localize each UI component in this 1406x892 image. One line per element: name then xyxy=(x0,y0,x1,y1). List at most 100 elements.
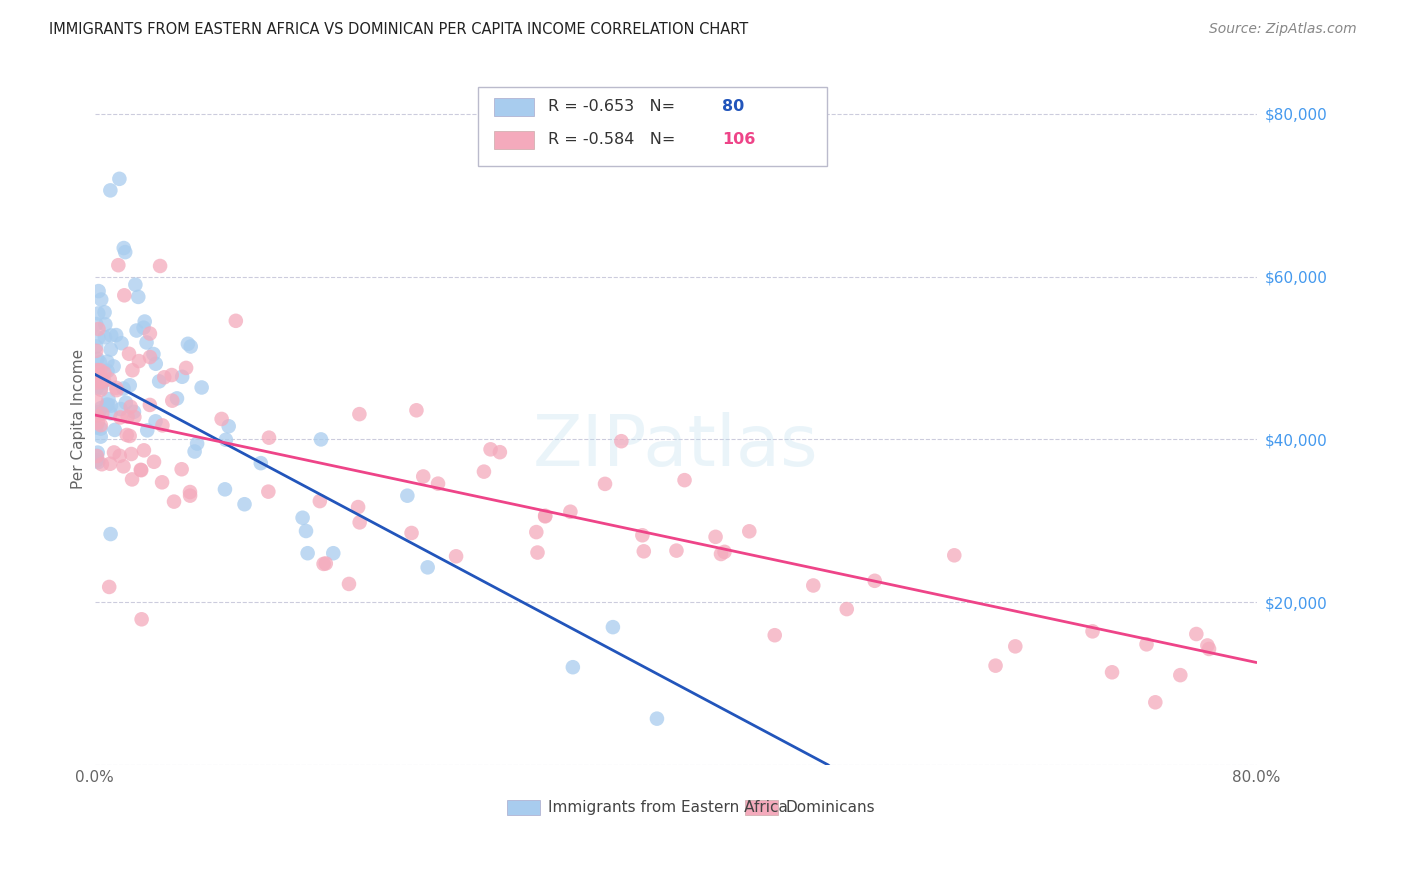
Point xyxy=(312,557,335,571)
Point xyxy=(108,449,131,463)
Point xyxy=(297,546,319,560)
Point xyxy=(1144,695,1167,709)
Point xyxy=(124,410,146,425)
Point xyxy=(100,328,122,343)
Text: Dominicans: Dominicans xyxy=(786,800,876,814)
Point xyxy=(117,409,139,424)
Point xyxy=(86,449,108,463)
FancyBboxPatch shape xyxy=(745,800,778,815)
Point xyxy=(534,509,557,524)
Point xyxy=(295,524,318,538)
Point xyxy=(308,494,330,508)
Point xyxy=(1081,624,1104,639)
Point xyxy=(84,317,107,331)
FancyBboxPatch shape xyxy=(495,98,534,116)
Point xyxy=(150,475,173,490)
Point xyxy=(211,412,233,426)
Point xyxy=(349,516,371,530)
Point xyxy=(87,405,110,419)
Point xyxy=(89,355,111,369)
Point xyxy=(416,560,439,574)
Point xyxy=(86,453,108,467)
Point xyxy=(103,359,125,374)
Point xyxy=(835,602,858,616)
Point xyxy=(763,628,786,642)
Point xyxy=(218,419,240,434)
Point xyxy=(105,383,128,397)
Text: ZIPatlas: ZIPatlas xyxy=(533,412,818,481)
Point xyxy=(122,405,145,419)
Point xyxy=(98,580,121,594)
Point xyxy=(396,489,419,503)
Point xyxy=(943,549,966,563)
Point xyxy=(738,524,761,539)
Point xyxy=(98,372,121,386)
Point xyxy=(291,510,314,524)
Point xyxy=(107,258,129,272)
Point xyxy=(84,420,107,434)
Point xyxy=(112,288,135,302)
Point xyxy=(1185,627,1208,641)
Point xyxy=(249,456,271,470)
Point xyxy=(1135,637,1157,651)
Point xyxy=(90,422,112,436)
Point xyxy=(215,433,238,447)
Point xyxy=(1168,668,1191,682)
Point xyxy=(120,447,142,461)
Point xyxy=(863,574,886,588)
Point xyxy=(90,429,112,443)
Point xyxy=(177,336,200,351)
Point xyxy=(214,483,236,497)
Point xyxy=(114,245,136,260)
Point xyxy=(444,549,467,564)
Point xyxy=(713,545,735,559)
Point xyxy=(84,339,107,353)
Point xyxy=(89,363,111,377)
Point xyxy=(405,403,427,417)
Point xyxy=(143,455,166,469)
Point xyxy=(315,557,337,571)
Point xyxy=(180,339,202,353)
Point xyxy=(87,331,110,345)
Point xyxy=(96,364,118,378)
Point xyxy=(162,393,184,408)
Point xyxy=(125,324,148,338)
Point xyxy=(105,328,128,343)
Text: IMMIGRANTS FROM EASTERN AFRICA VS DOMINICAN PER CAPITA INCOME CORRELATION CHART: IMMIGRANTS FROM EASTERN AFRICA VS DOMINI… xyxy=(49,22,748,37)
Point xyxy=(115,428,138,442)
Point xyxy=(166,392,188,406)
Point xyxy=(602,620,624,634)
Point xyxy=(186,436,208,450)
Point xyxy=(98,457,121,471)
Point xyxy=(91,376,114,390)
FancyBboxPatch shape xyxy=(478,87,827,167)
Point xyxy=(90,401,112,416)
Point xyxy=(984,658,1007,673)
Point xyxy=(87,368,110,383)
Y-axis label: Per Capita Income: Per Capita Income xyxy=(72,349,86,489)
Point xyxy=(160,368,183,382)
Point xyxy=(90,293,112,307)
Point xyxy=(94,318,117,332)
Point xyxy=(118,429,141,443)
Point xyxy=(87,306,110,320)
Point xyxy=(337,577,360,591)
Point xyxy=(86,409,108,423)
Point xyxy=(87,322,110,336)
Point xyxy=(132,320,155,334)
Point xyxy=(104,423,127,437)
Point xyxy=(479,442,502,457)
Point xyxy=(120,400,142,414)
Point xyxy=(134,314,156,328)
Point xyxy=(1197,639,1219,653)
Point xyxy=(112,241,135,255)
Point xyxy=(139,350,162,364)
FancyBboxPatch shape xyxy=(495,131,534,149)
Point xyxy=(472,465,495,479)
Point xyxy=(108,171,131,186)
Point xyxy=(153,370,176,384)
Point xyxy=(631,528,654,542)
Point xyxy=(136,423,159,437)
Point xyxy=(128,354,150,368)
Point xyxy=(86,376,108,390)
